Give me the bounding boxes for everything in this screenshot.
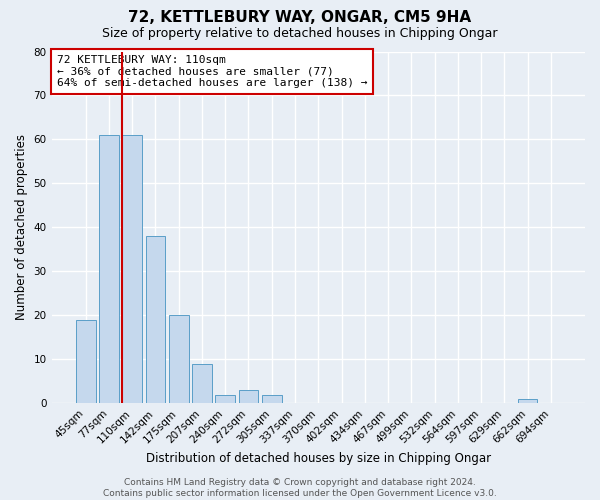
Bar <box>239 390 259 404</box>
Bar <box>192 364 212 404</box>
Y-axis label: Number of detached properties: Number of detached properties <box>15 134 28 320</box>
Text: 72, KETTLEBURY WAY, ONGAR, CM5 9HA: 72, KETTLEBURY WAY, ONGAR, CM5 9HA <box>128 10 472 25</box>
Bar <box>99 135 119 404</box>
Text: Size of property relative to detached houses in Chipping Ongar: Size of property relative to detached ho… <box>102 28 498 40</box>
Text: 72 KETTLEBURY WAY: 110sqm
← 36% of detached houses are smaller (77)
64% of semi-: 72 KETTLEBURY WAY: 110sqm ← 36% of detac… <box>57 55 367 88</box>
Bar <box>215 394 235 404</box>
Bar <box>169 316 188 404</box>
Bar <box>518 399 538 404</box>
Bar <box>146 236 166 404</box>
Bar <box>76 320 95 404</box>
Bar <box>262 394 281 404</box>
X-axis label: Distribution of detached houses by size in Chipping Ongar: Distribution of detached houses by size … <box>146 452 491 465</box>
Bar <box>122 135 142 404</box>
Text: Contains HM Land Registry data © Crown copyright and database right 2024.
Contai: Contains HM Land Registry data © Crown c… <box>103 478 497 498</box>
